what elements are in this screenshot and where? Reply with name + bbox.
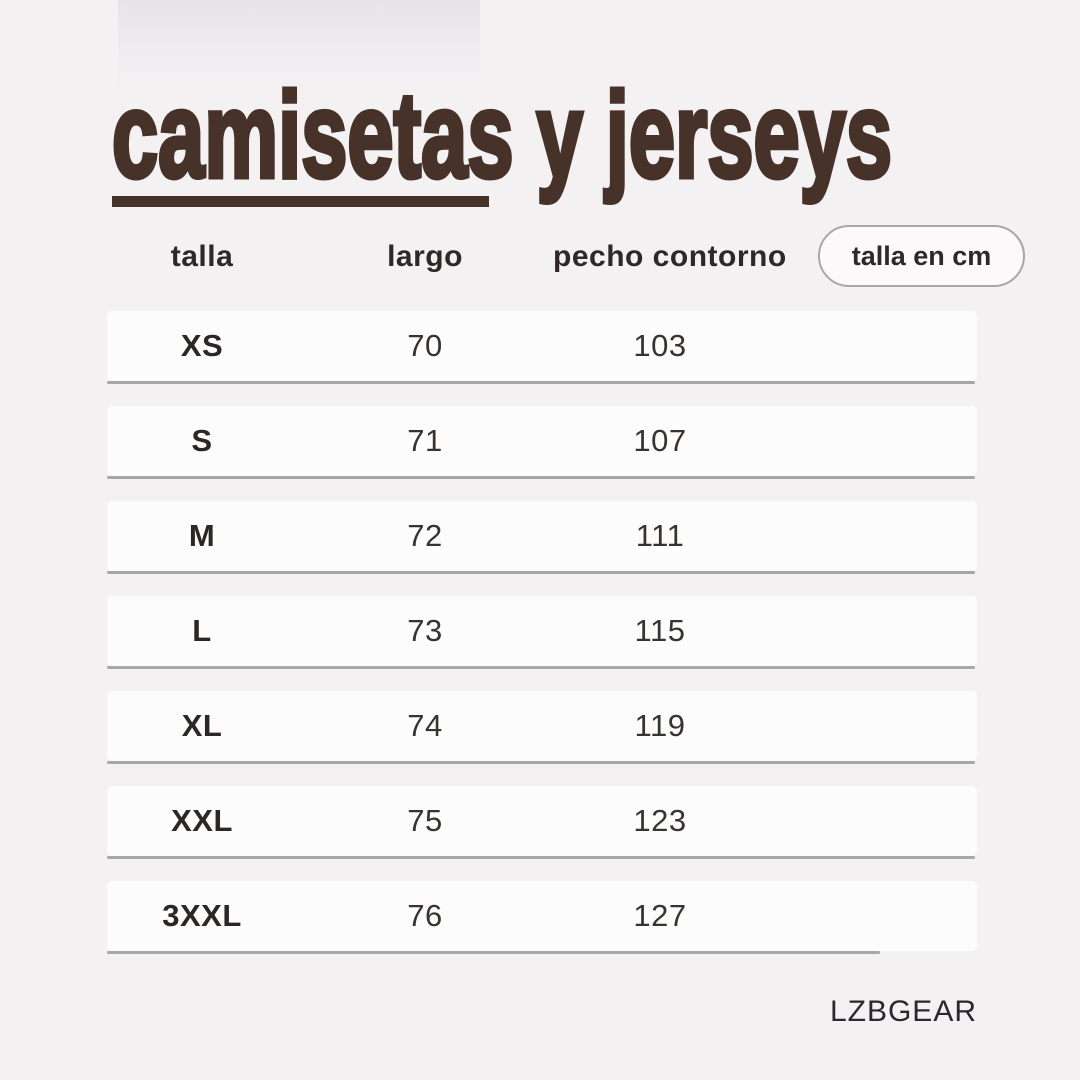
largo-cell: 72	[407, 518, 443, 553]
size-cell: L	[192, 613, 212, 648]
size-cell: M	[188, 518, 216, 553]
pecho-cell: 127	[633, 898, 687, 933]
largo-cell: 75	[407, 803, 443, 838]
top-gradient-decoration	[118, 0, 480, 97]
table-row: XXL 75 123	[107, 786, 977, 859]
pecho-cell: 111	[635, 518, 685, 553]
pecho-cell: 123	[633, 803, 687, 838]
size-cell: S	[191, 423, 213, 458]
table-header-row: talla largo pecho contorno talla en cm	[107, 225, 1025, 288]
page-title-text: camisetas y jerseys	[112, 67, 892, 203]
largo-cell: 70	[407, 328, 443, 363]
table-row: XL 74 119	[107, 691, 977, 764]
pecho-cell: 107	[633, 423, 687, 458]
column-header-pecho-contorno: pecho contorno	[553, 240, 787, 273]
title-underline	[112, 196, 489, 207]
column-header-talla: talla	[170, 240, 234, 273]
brand-label: LZBGEAR	[829, 995, 977, 1028]
unit-badge: talla en cm	[818, 225, 1025, 287]
largo-cell: 74	[407, 708, 443, 743]
pecho-cell: 119	[634, 708, 686, 743]
size-cell: XS	[180, 328, 224, 363]
largo-cell: 71	[407, 423, 443, 458]
size-table: XS 70 103 S 71 107 M 72 111 L 73 115 XL …	[107, 311, 977, 976]
table-row: M 72 111	[107, 501, 977, 574]
size-cell: XXL	[171, 803, 233, 838]
size-cell: XL	[181, 708, 223, 743]
table-row: L 73 115	[107, 596, 977, 669]
largo-cell: 73	[407, 613, 443, 648]
pecho-cell: 115	[634, 613, 686, 648]
page-title: camisetas y jerseys	[110, 65, 895, 206]
table-row: XS 70 103	[107, 311, 977, 384]
column-header-largo: largo	[387, 240, 463, 273]
pecho-cell: 103	[633, 328, 687, 363]
table-row: 3XXL 76 127	[107, 881, 977, 954]
size-cell: 3XXL	[162, 898, 242, 933]
largo-cell: 76	[407, 898, 443, 933]
table-row: S 71 107	[107, 406, 977, 479]
